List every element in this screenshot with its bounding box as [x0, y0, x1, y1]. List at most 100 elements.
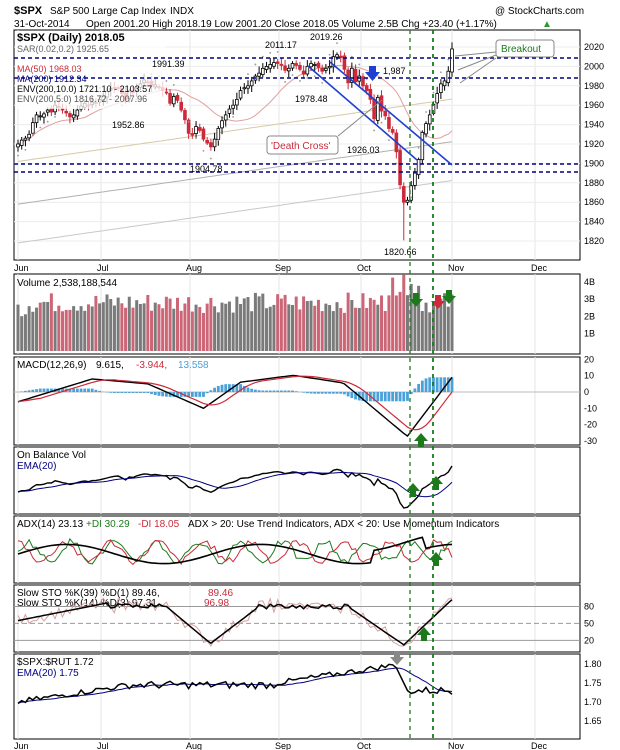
- adx-green-up-arrow-icon: [429, 552, 443, 566]
- volume-bar: [405, 295, 409, 351]
- volume-bar: [68, 309, 72, 351]
- candle-body: [171, 96, 176, 105]
- sar-dot: [313, 75, 316, 77]
- month-label-top: Jun: [14, 263, 29, 273]
- volume-bar: [20, 316, 24, 351]
- sar-dot: [247, 73, 249, 76]
- macd-hist-bar: [361, 392, 365, 402]
- macd-hist-bar: [354, 392, 357, 400]
- volume-bar: [313, 305, 317, 351]
- volume-bar: [227, 301, 231, 351]
- month-label-bottom: Nov: [448, 741, 465, 750]
- sar-dot: [187, 120, 190, 123]
- macd-hist-bar: [406, 392, 409, 401]
- candle-body: [398, 150, 402, 186]
- macd-hist-bar: [83, 388, 87, 392]
- volume-bar: [279, 298, 283, 351]
- candle-body: [220, 120, 224, 129]
- death-cross-label: 'Death Cross': [271, 141, 330, 152]
- price-tick-label: 1820: [584, 236, 604, 246]
- volume-bar: [187, 297, 191, 351]
- macd-hist-bar: [168, 392, 172, 397]
- volume-bar: [220, 302, 224, 351]
- volume-bar: [346, 292, 350, 351]
- adx-line: [17, 536, 453, 565]
- price-tick-label: 2020: [584, 42, 604, 52]
- candle-body: [205, 139, 209, 144]
- volume-bar: [61, 311, 65, 351]
- sto1-value: 89.46: [208, 588, 233, 599]
- month-axis-bottom: Jun Jul Aug Sep Oct Nov Dec: [14, 741, 548, 750]
- volume-bar: [109, 298, 113, 351]
- macd-hist-bar: [335, 392, 339, 394]
- price-tick-label: 1980: [584, 81, 604, 91]
- quote-up-arrow: ▲: [542, 19, 552, 30]
- candle-body: [294, 63, 299, 66]
- volume-bar: [153, 302, 157, 351]
- month-label-top: Aug: [186, 263, 202, 273]
- obv-green-up-arrow-icon-1: [406, 483, 420, 497]
- macd-series: [14, 374, 580, 437]
- macd-hist-bar: [261, 390, 265, 392]
- price-tick-label: 1920: [584, 139, 604, 149]
- sar-dot: [269, 51, 272, 54]
- volume-bar: [376, 304, 380, 351]
- level-1978: 1978.48: [295, 94, 328, 104]
- month-label-top: Oct: [357, 263, 372, 273]
- macd-hist-bar: [146, 392, 150, 393]
- macd-hist-bar: [27, 390, 31, 392]
- candle-body: [364, 85, 369, 92]
- volume-panel-frame: [13, 273, 581, 355]
- candle-body: [427, 114, 432, 125]
- candle-body: [249, 80, 254, 87]
- sto2-title: Slow STO %K(14) %D(3) 97.31,: [17, 598, 160, 609]
- volume-bar: [365, 307, 369, 351]
- macd-hist-bar: [49, 388, 53, 392]
- ratio-y-axis: 1.80 1.75 1.70 1.65: [584, 659, 602, 726]
- level-1952: 1952.86: [112, 120, 145, 130]
- candle-body: [383, 110, 388, 117]
- breakout-label: Breakout: [501, 44, 541, 55]
- volume-bar: [276, 294, 280, 351]
- macd-hist-bar: [172, 392, 176, 397]
- adx-mdi: -DI 18.05: [138, 519, 180, 530]
- sar-dot: [425, 111, 427, 113]
- macd-hist-bar: [228, 384, 231, 392]
- sar-dot: [209, 157, 212, 160]
- candle-body: [31, 122, 35, 134]
- volume-bar: [424, 302, 428, 351]
- volume-bar: [142, 303, 146, 351]
- macd-hist-bar: [302, 392, 306, 393]
- volume-bar: [213, 306, 217, 351]
- sar-dot: [46, 120, 49, 123]
- macd-hist-bar: [142, 392, 146, 393]
- candle-body: [416, 159, 421, 176]
- macd-hist-bar: [376, 392, 380, 402]
- sar-dot: [358, 63, 361, 66]
- volume-tick-label: 4B: [584, 277, 595, 287]
- sto-y-axis: 80 50 20: [584, 601, 594, 645]
- volume-bar: [339, 307, 343, 351]
- macd-tick-label: 10: [584, 371, 594, 381]
- obv-green-up-arrow-icon-2: [429, 476, 443, 490]
- candle-body: [209, 142, 213, 148]
- month-label-bottom: Dec: [531, 741, 548, 750]
- macd-hist-bar: [87, 388, 90, 392]
- candle-body: [320, 67, 324, 72]
- candle-body: [27, 133, 31, 139]
- legend-ma50: MA(50) 1968.03: [17, 64, 82, 74]
- volume-bar: [246, 297, 250, 351]
- macd-tick-label: -10: [584, 403, 597, 413]
- volume-title: Volume 2,538,188,544: [17, 278, 118, 289]
- envelope-lines: [17, 64, 453, 244]
- sar-dot: [261, 55, 264, 58]
- volume-bar: [16, 304, 20, 351]
- macd-hist-bar: [424, 378, 428, 392]
- adx-pdi: +DI 30.29: [86, 519, 130, 530]
- volume-bar: [372, 299, 376, 351]
- volume-bar: [239, 304, 243, 351]
- sar-dot: [328, 53, 331, 56]
- macd-hist-bar: [372, 392, 376, 402]
- level-1987: 1,987: [383, 66, 406, 76]
- month-axis-top: Jun Jul Aug Sep Oct Nov Dec: [14, 263, 548, 273]
